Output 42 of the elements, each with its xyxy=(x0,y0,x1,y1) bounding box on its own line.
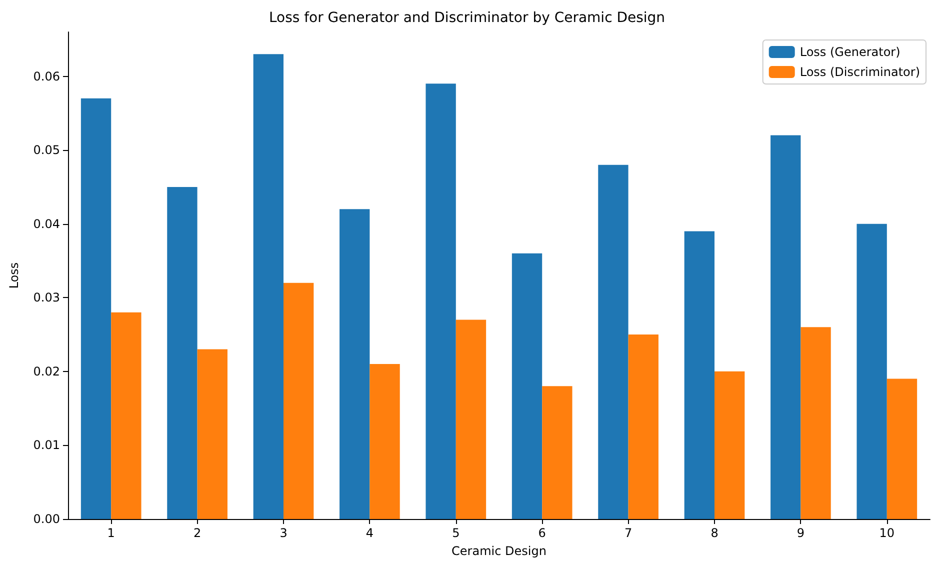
bar xyxy=(684,231,714,519)
bar xyxy=(253,54,284,519)
y-tick-label: 0.02 xyxy=(33,364,60,378)
x-tick-label: 2 xyxy=(193,526,202,540)
bar xyxy=(512,253,542,519)
bar xyxy=(598,164,628,519)
bar xyxy=(284,282,314,519)
bar xyxy=(370,364,400,519)
bar xyxy=(456,320,486,519)
x-tick-label: 10 xyxy=(879,526,895,540)
bar xyxy=(628,334,658,519)
bar xyxy=(800,327,831,519)
x-tick-label: 9 xyxy=(796,526,805,540)
x-tick-label: 7 xyxy=(624,526,632,540)
y-tick-label: 0.00 xyxy=(33,512,60,526)
x-tick-label: 5 xyxy=(452,526,460,540)
x-tick-label: 1 xyxy=(107,526,115,540)
bar xyxy=(714,371,745,519)
legend-label: Loss (Generator) xyxy=(800,45,900,59)
x-tick-label: 6 xyxy=(538,526,546,540)
bar xyxy=(340,209,370,519)
x-tick-label: 3 xyxy=(280,526,288,540)
bar xyxy=(886,378,918,519)
bar xyxy=(770,135,801,519)
y-axis-title: Loss xyxy=(7,262,21,289)
x-tick-label: 4 xyxy=(366,526,374,540)
y-tick-label: 0.06 xyxy=(33,69,60,84)
bar xyxy=(111,312,142,519)
y-tick-label: 0.01 xyxy=(33,438,60,452)
bar xyxy=(426,84,456,519)
x-tick-label: 8 xyxy=(710,526,718,540)
bar xyxy=(856,224,887,519)
bar xyxy=(197,349,228,519)
chart-title: Loss for Generator and Discriminator by Ceramic Design xyxy=(268,10,666,26)
bar xyxy=(167,186,198,519)
legend-label: Loss (Discriminator) xyxy=(800,65,920,79)
x-axis-title: Ceramic Design xyxy=(452,544,546,558)
y-tick-label: 0.03 xyxy=(33,290,60,305)
bar xyxy=(542,386,572,519)
bar xyxy=(80,98,112,519)
y-tick-label: 0.04 xyxy=(33,216,60,231)
y-tick-label: 0.05 xyxy=(33,143,60,158)
